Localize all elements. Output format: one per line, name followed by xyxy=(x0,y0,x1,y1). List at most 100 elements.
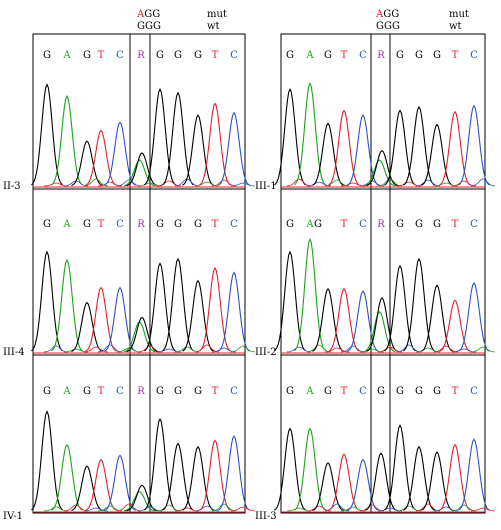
base-call-letter: C xyxy=(116,50,124,61)
base-call-letter: A xyxy=(305,50,314,61)
trace-peak-a xyxy=(363,311,396,353)
trace-peak-g xyxy=(71,465,103,512)
base-call-letter: T xyxy=(341,386,348,397)
trace-peak-t xyxy=(328,453,360,511)
base-call-letter: G xyxy=(43,219,51,230)
base-call-letter: C xyxy=(230,50,238,61)
trace-peak-g xyxy=(274,427,306,511)
trace-noise xyxy=(396,344,422,353)
panel-iv-1: G A G T C R G G G T CIV-1 xyxy=(3,386,256,522)
panel-ii-3: G A G T C R G G G T CII-3 xyxy=(3,50,256,192)
trace-peak-t xyxy=(199,439,231,511)
base-call-letter: G xyxy=(174,50,182,61)
base-call-letter: G xyxy=(156,219,164,230)
base-call-letter: C xyxy=(470,219,478,230)
base-call-letter: G xyxy=(194,50,202,61)
base-call-letter: T xyxy=(98,50,105,61)
base-call-letter: A xyxy=(62,50,71,61)
trace-noise xyxy=(396,181,422,187)
trace-noise xyxy=(116,503,142,512)
trace-noise xyxy=(360,504,384,512)
base-call-letter: G xyxy=(415,50,423,61)
base-call-letter: G xyxy=(324,50,332,61)
right-column-frame xyxy=(280,33,486,514)
trace-noise xyxy=(230,182,256,187)
base-call-letter: C xyxy=(230,219,238,230)
trace-peak-a xyxy=(294,81,326,186)
base-call-letter: T xyxy=(98,219,105,230)
trace-peak-t xyxy=(439,110,471,186)
trace-peak-g xyxy=(421,123,453,186)
base-call-letter: R xyxy=(137,219,145,230)
trace-peak-g xyxy=(384,109,416,186)
trace-noise xyxy=(471,346,495,353)
trace-peak-g xyxy=(71,301,103,352)
trace-peak-t xyxy=(199,102,231,186)
trace-noise xyxy=(138,345,162,353)
trace-peak-g xyxy=(144,87,176,186)
trace-peak-g xyxy=(366,149,398,187)
base-call-letter: A xyxy=(62,219,71,230)
trace-peak-g xyxy=(274,250,306,352)
base-call-letter: G xyxy=(396,50,404,61)
trace-peak-c xyxy=(458,438,490,511)
sample-label: III-2 xyxy=(255,347,277,358)
base-call-letter: T xyxy=(341,219,348,230)
wt-label: wt xyxy=(449,21,462,32)
base-call-letter: G xyxy=(286,219,294,230)
trace-noise xyxy=(416,179,440,187)
base-call-letter: C xyxy=(359,219,367,230)
trace-peak-c xyxy=(104,121,136,186)
base-call-letter: G xyxy=(194,219,202,230)
trace-noise xyxy=(452,504,476,512)
trace-peak-g xyxy=(384,264,416,352)
base-call-letter: T xyxy=(212,50,219,61)
trace-peak-g xyxy=(274,87,306,186)
base-call-letter: G xyxy=(43,50,51,61)
trace-noise xyxy=(83,507,109,512)
base-call-letter: G xyxy=(83,50,91,61)
base-call-letter: G xyxy=(194,386,202,397)
base-call-letter: C xyxy=(470,50,478,61)
trace-peak-g xyxy=(126,152,158,187)
base-call-letter: T xyxy=(341,50,348,61)
sample-label: III-1 xyxy=(255,181,277,192)
left-column-frame xyxy=(32,33,246,514)
header-left: AGG GGG mut wt xyxy=(136,9,227,32)
base-call-letter: C xyxy=(116,219,124,230)
trace-peak-c xyxy=(218,271,250,352)
trace-peak-g xyxy=(421,284,453,352)
trace-noise xyxy=(286,178,312,187)
base-call-letter: G xyxy=(286,50,294,61)
base-call-letter: G xyxy=(433,50,441,61)
trace-peak-g xyxy=(144,417,176,511)
trace-peak-t xyxy=(85,286,117,352)
trace-peak-t xyxy=(439,443,471,511)
base-call-letter: T xyxy=(212,386,219,397)
base-call-letter: T xyxy=(452,50,459,61)
svg-text:AGG: AGG xyxy=(375,9,399,20)
trace-peak-a xyxy=(123,159,156,187)
trace-noise xyxy=(377,178,403,187)
mut-label: mut xyxy=(207,9,227,20)
base-call-letter: C xyxy=(359,386,367,397)
base-call-letter: R xyxy=(137,50,145,61)
sample-label: III-3 xyxy=(255,511,277,522)
trace-noise xyxy=(306,344,332,353)
trace-noise xyxy=(194,344,220,353)
trace-noise xyxy=(44,345,68,353)
mut-sequence-rest: GG xyxy=(144,9,160,20)
trace-peak-a xyxy=(123,491,156,512)
trace-noise xyxy=(230,506,256,512)
trace-peak-t xyxy=(328,287,360,352)
base-call-letter: R xyxy=(377,219,385,230)
trace-peak-g xyxy=(126,484,158,512)
base-call-letter: G xyxy=(286,386,294,397)
base-call-letter: C xyxy=(230,386,238,397)
trace-noise xyxy=(434,345,458,353)
mut-label: mut xyxy=(449,9,469,20)
base-call-letter: T xyxy=(212,219,219,230)
base-call-letter: A xyxy=(62,386,71,397)
